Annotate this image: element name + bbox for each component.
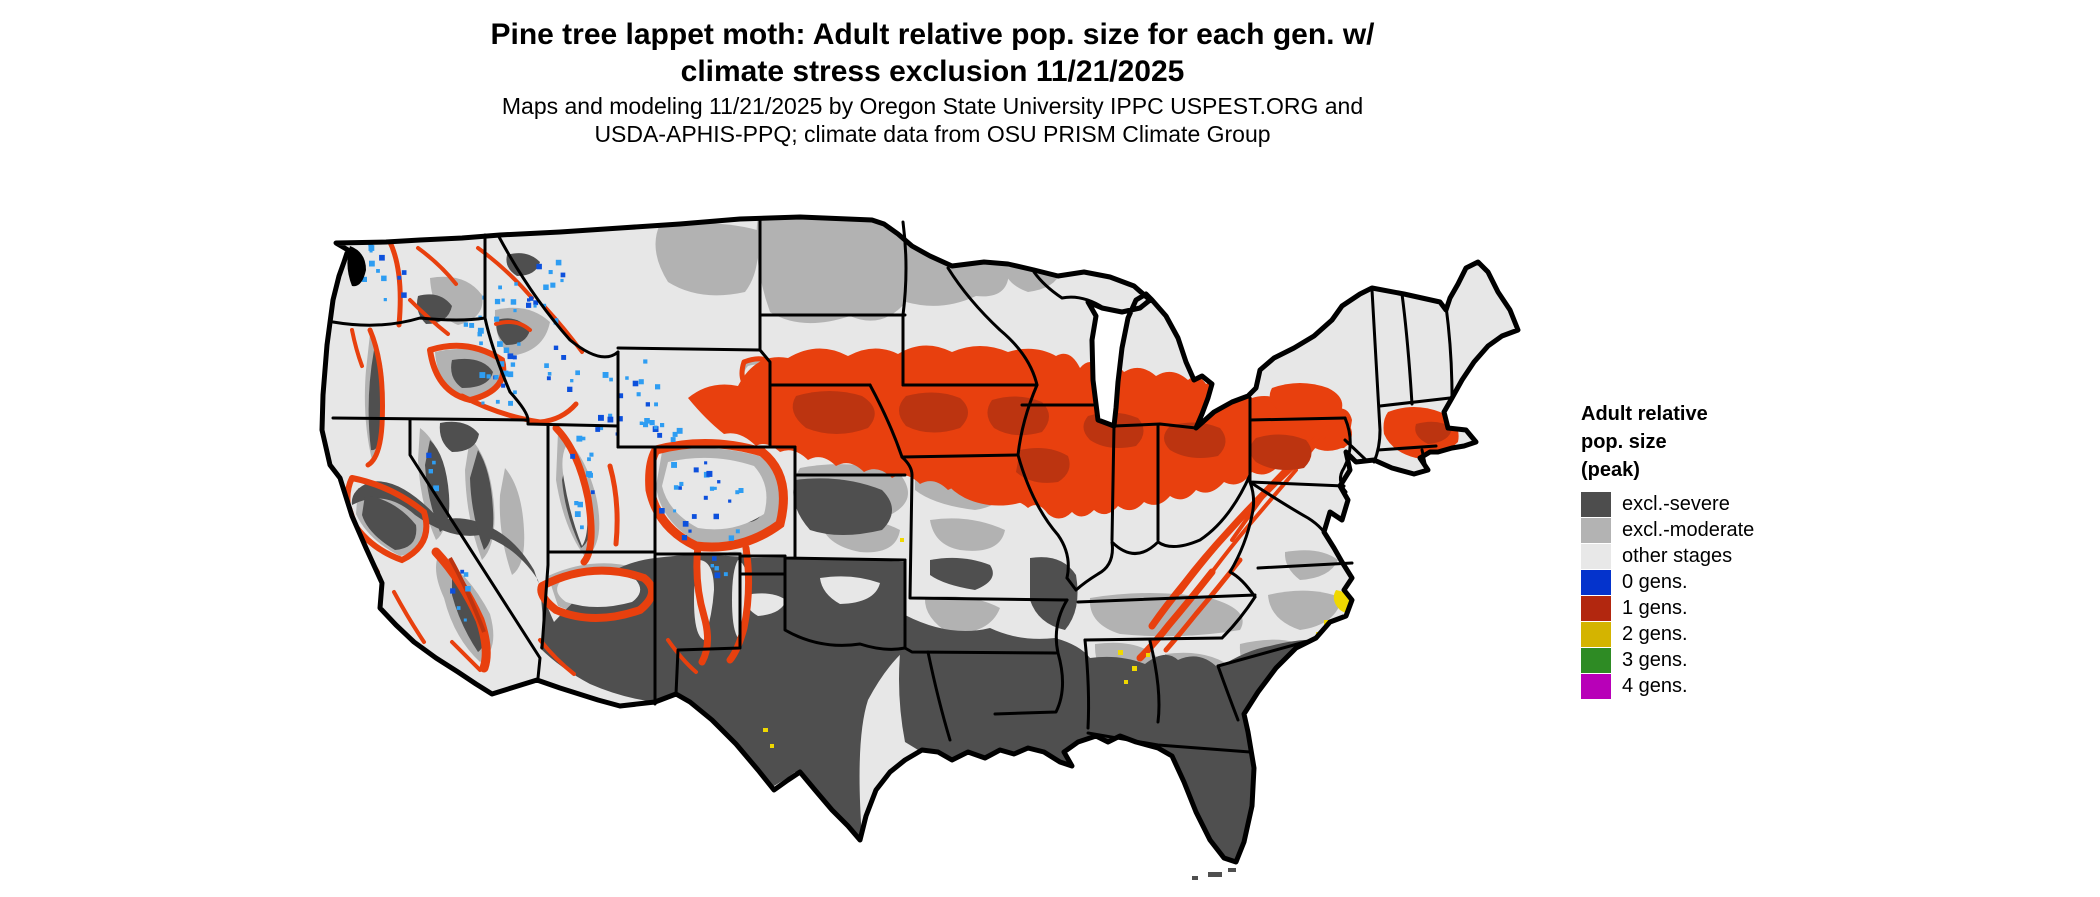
legend-item-excl-moderate: excl.-moderate [1581, 517, 1821, 543]
puget-sound [347, 246, 366, 287]
florida-keys [1192, 868, 1236, 880]
legend-swatch [1581, 569, 1611, 595]
legend-item-excl-severe: excl.-severe [1581, 491, 1821, 517]
legend-label: 4 gens. [1622, 674, 1688, 697]
legend-item-2-gens: 2 gens. [1581, 621, 1821, 647]
raster-gen1-darkred [448, 391, 1452, 633]
legend-title-line1: Adult relative [1581, 403, 1708, 425]
page-subtitle-line1: Maps and modeling 11/21/2025 by Oregon S… [501, 93, 1364, 119]
legend-item-other-stages: other stages [1581, 543, 1821, 569]
map-raster-layers [322, 217, 1518, 862]
legend-swatch [1581, 491, 1611, 517]
us-outline [319, 214, 1521, 865]
legend-swatch [1581, 621, 1611, 647]
raster-light-islands [557, 364, 880, 640]
legend-title-line3: (peak) [1581, 459, 1640, 481]
legend-label: excl.-moderate [1622, 518, 1755, 541]
legend-swatch [1581, 543, 1611, 569]
legend-item-0-gens: 0 gens. [1581, 569, 1821, 595]
legend-title-line2: pop. size [1581, 431, 1667, 453]
page-subtitle-line2: USDA-APHIS-PPQ; climate data from OSU PR… [594, 121, 1271, 147]
legend-label: 1 gens. [1622, 596, 1688, 619]
legend-item-1-gens: 1 gens. [1581, 595, 1821, 621]
page-title: Pine tree lappet moth: Adult relative po… [305, 16, 1560, 90]
legend-item-4-gens: 4 gens. [1581, 673, 1821, 699]
us-map-svg [319, 214, 1521, 880]
page-subtitle: Maps and modeling 11/21/2025 by Oregon S… [305, 92, 1560, 148]
legend-label: 0 gens. [1622, 570, 1688, 593]
legend-swatch [1581, 517, 1611, 543]
legend-item-3-gens: 3 gens. [1581, 647, 1821, 673]
page-title-line1: Pine tree lappet moth: Adult relative po… [490, 18, 1375, 51]
legend-swatch [1581, 647, 1611, 673]
legend-label: 3 gens. [1622, 648, 1688, 671]
legend-swatch [1581, 595, 1611, 621]
legend-label: excl.-severe [1622, 492, 1730, 515]
raster-gen0-blue [361, 230, 744, 622]
legend-swatch [1581, 673, 1611, 699]
page-title-line2: climate stress exclusion 11/21/2025 [680, 55, 1185, 88]
legend-items: excl.-severe excl.-moderate other stages 0 … [1581, 491, 1821, 699]
us-risk-map [300, 188, 1565, 892]
state-borders [331, 216, 1454, 754]
legend-label: 2 gens. [1622, 622, 1688, 645]
map-legend: Adult relative pop. size (peak) excl.-se… [1581, 400, 1821, 699]
legend-label: other stages [1622, 544, 1733, 567]
